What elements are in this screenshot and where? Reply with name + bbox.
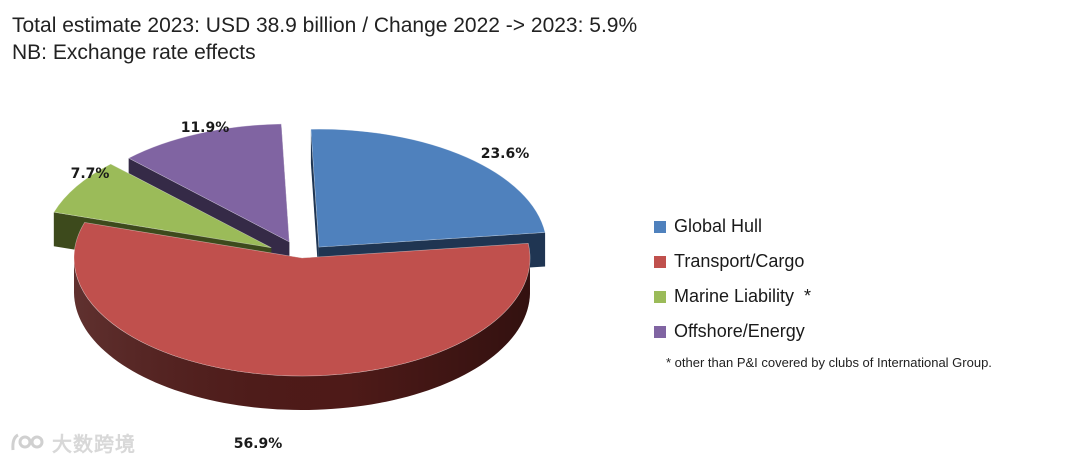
footnote: * other than P&I covered by clubs of Int…: [666, 355, 992, 370]
legend-label: Global Hull: [674, 216, 763, 236]
pie-chart: 23.6% 56.9% 7.7% 11.9%: [53, 120, 546, 452]
legend-label: Marine Liability *: [674, 286, 812, 306]
pie-slice-offshore-energy: [127, 123, 290, 243]
legend-swatch: [654, 255, 666, 268]
legend-item-offshore-energy: Offshore/Energy: [654, 314, 811, 349]
pie-slice-global-hull: [310, 128, 546, 248]
data-label-marine-liability: 7.7%: [71, 166, 110, 182]
legend: Global Hull Transport/Cargo Marine Liabi…: [654, 209, 811, 349]
data-label-transport-cargo: 56.9%: [234, 436, 283, 452]
data-label-global-hull: 23.6%: [481, 146, 530, 162]
legend-label: Offshore/Energy: [674, 321, 805, 341]
data-label-offshore-energy: 11.9%: [181, 120, 230, 136]
pie-slice-marine-liability: [53, 163, 272, 248]
watermark-logo-icon: [11, 433, 44, 450]
legend-label: Transport/Cargo: [674, 251, 805, 271]
legend-item-transport-cargo: Transport/Cargo: [654, 244, 811, 279]
legend-swatch: [654, 325, 666, 338]
watermark-text: 大数跨境: [52, 434, 136, 456]
pie-slice-transport-cargo: [73, 222, 531, 377]
legend-swatch: [654, 220, 666, 233]
chart-subtitle: NB: Exchange rate effects: [12, 41, 256, 64]
watermark: 大数跨境: [10, 428, 136, 457]
legend-swatch: [654, 290, 666, 303]
legend-item-marine-liability: Marine Liability *: [654, 279, 811, 314]
legend-item-global-hull: Global Hull: [654, 209, 811, 244]
chart-title: Total estimate 2023: USD 38.9 billion / …: [12, 14, 638, 37]
